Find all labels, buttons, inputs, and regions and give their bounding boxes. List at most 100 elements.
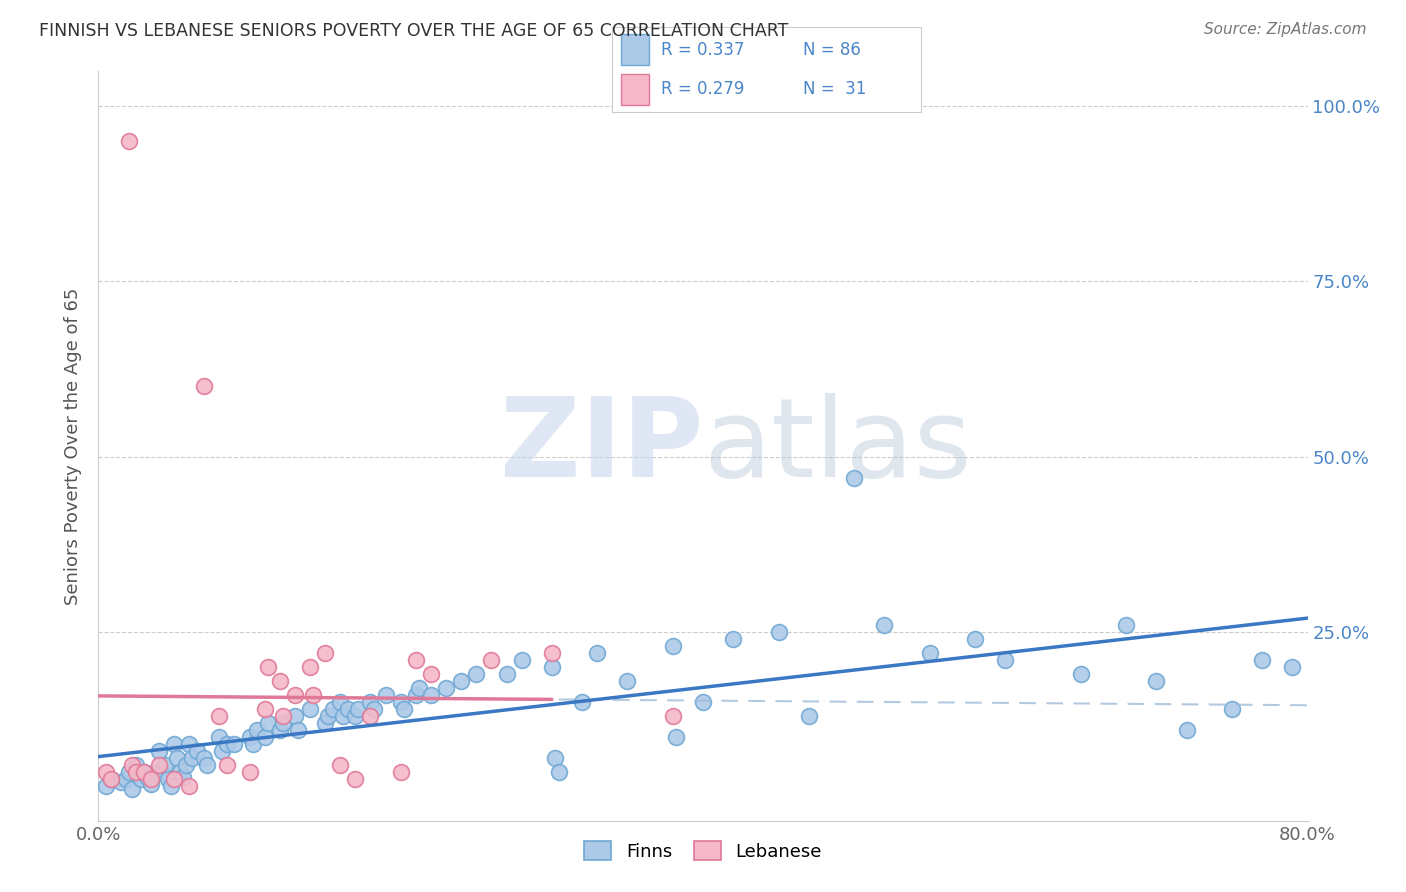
Point [287,723,309,737]
Point [242,737,264,751]
Point [616,673,638,688]
Point [336,701,359,715]
Point [329,695,352,709]
Text: FINNISH VS LEBANESE SENIORS POVERTY OVER THE AGE OF 65 CORRELATION CHART: FINNISH VS LEBANESE SENIORS POVERTY OVER… [39,22,789,40]
Text: Source: ZipAtlas.com: Source: ZipAtlas.com [1204,22,1367,37]
Point [1115,617,1137,632]
Point [150,764,173,779]
Point [450,673,472,688]
Point [141,772,163,786]
Point [141,777,163,791]
FancyBboxPatch shape [621,35,648,65]
Point [169,764,191,779]
Point [661,708,683,723]
Point [179,779,201,793]
Point [405,688,427,702]
Point [408,681,430,695]
Text: N =  31: N = 31 [803,79,866,97]
Point [163,772,186,786]
Point [269,723,291,737]
Point [239,764,262,779]
Point [125,764,148,779]
Point [665,730,688,744]
Point [256,659,278,673]
Point [215,757,238,772]
Point [392,701,415,715]
Point [299,659,322,673]
Point [314,715,336,730]
Point [465,666,488,681]
Point [208,730,231,744]
Point [148,743,170,757]
Point [495,666,517,681]
Point [253,701,276,715]
Point [193,750,215,764]
Point [571,695,593,709]
Point [284,688,307,702]
Point [121,757,143,772]
Point [269,673,291,688]
Point [586,646,609,660]
Point [1281,659,1303,673]
Point [918,646,941,660]
Legend: Finns, Lebanese: Finns, Lebanese [576,834,830,868]
Point [420,666,443,681]
Point [160,779,183,793]
Text: atlas: atlas [703,392,972,500]
Point [434,681,457,695]
Point [510,652,533,666]
Point [186,743,208,757]
Text: R = 0.337: R = 0.337 [661,41,745,59]
Point [1220,701,1243,715]
Point [540,646,562,660]
Point [114,772,136,786]
Point [239,730,262,744]
Point [181,750,204,764]
Point [174,757,197,772]
Point [1070,666,1092,681]
Point [844,470,866,484]
Text: ZIP: ZIP [499,392,703,500]
Point [389,764,412,779]
Point [374,688,396,702]
Point [360,695,382,709]
Point [994,652,1017,666]
Text: R = 0.279: R = 0.279 [661,79,744,97]
Point [965,632,987,646]
Point [156,772,179,786]
Point [132,764,155,779]
Point [118,764,141,779]
Point [110,775,132,789]
Point [94,779,117,793]
Point [344,708,367,723]
Point [132,764,155,779]
Point [360,708,382,723]
Point [299,701,322,715]
Point [153,757,176,772]
Point [768,624,790,639]
Point [271,715,294,730]
Point [135,770,157,784]
Point [332,708,354,723]
Point [405,652,427,666]
Point [148,757,170,772]
Point [125,757,148,772]
Point [481,652,503,666]
Point [129,772,152,786]
Point [166,750,188,764]
Point [121,782,143,797]
Point [1251,652,1274,666]
Point [302,688,325,702]
Point [314,646,336,660]
Point [1175,723,1198,737]
Point [118,135,141,149]
Point [723,632,745,646]
Point [363,701,385,715]
Point [692,695,714,709]
Point [344,772,367,786]
Point [256,715,278,730]
Point [172,770,194,784]
Point [179,737,201,751]
Point [211,743,233,757]
Point [420,688,443,702]
